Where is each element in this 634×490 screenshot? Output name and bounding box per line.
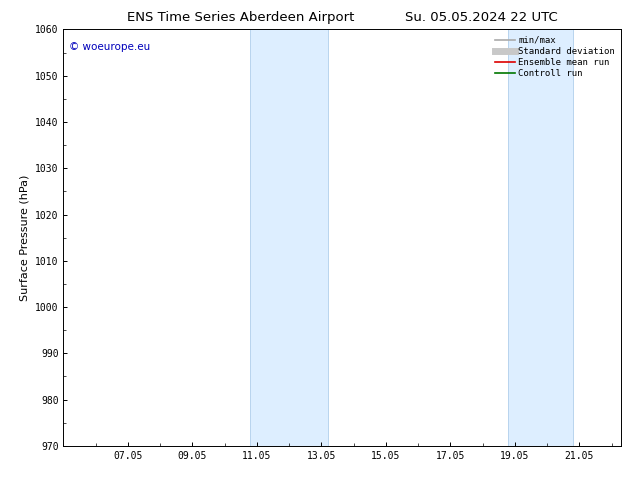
Text: © woeurope.eu: © woeurope.eu (69, 42, 150, 52)
Legend: min/max, Standard deviation, Ensemble mean run, Controll run: min/max, Standard deviation, Ensemble me… (493, 34, 617, 80)
Bar (250, 29, 328, 446)
Text: Su. 05.05.2024 22 UTC: Su. 05.05.2024 22 UTC (406, 11, 558, 24)
Y-axis label: Surface Pressure (hPa): Surface Pressure (hPa) (20, 174, 30, 301)
Bar (508, 29, 573, 446)
Text: ENS Time Series Aberdeen Airport: ENS Time Series Aberdeen Airport (127, 11, 354, 24)
